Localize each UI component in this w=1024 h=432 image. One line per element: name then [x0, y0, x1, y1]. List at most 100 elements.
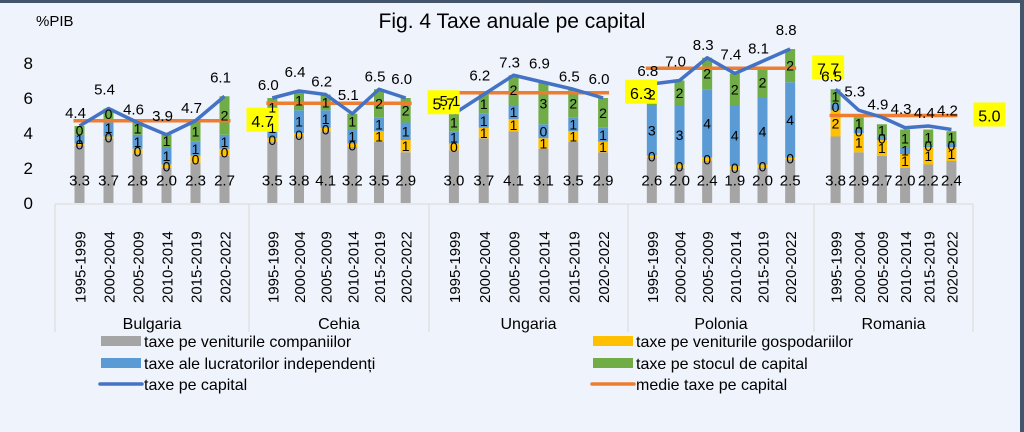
mean-label-box — [812, 55, 845, 80]
bar-companii — [946, 161, 957, 203]
segment-label: 1 — [480, 113, 488, 129]
segment-label: 1 — [569, 129, 577, 145]
bar-stoc — [946, 131, 957, 144]
segment-label: 1 — [832, 88, 840, 104]
segment-label: 0 — [878, 130, 886, 146]
bar-independenti — [538, 124, 549, 139]
legend-label: taxe pe veniturile companiilor — [144, 334, 352, 351]
x-tick-label: 2005-2009 — [507, 231, 524, 303]
segment-label: 1 — [402, 138, 410, 154]
bar-companii — [320, 131, 331, 203]
segment-label: 1 — [76, 131, 84, 147]
bar-companii — [538, 148, 549, 203]
segment-label: 2.2 — [918, 173, 939, 190]
total-label: 5.1 — [439, 93, 460, 110]
segment-label: 2.4 — [697, 173, 718, 190]
total-label: 6.5 — [821, 68, 842, 85]
bar-stoc — [674, 80, 685, 105]
segment-label: 2 — [786, 58, 794, 74]
bar-independenti — [347, 129, 358, 144]
bar-gospodarii — [946, 147, 957, 161]
segment-label: 0 — [703, 151, 711, 167]
bar-gospodarii — [508, 119, 519, 132]
total-label: 6.2 — [469, 68, 490, 85]
x-tick-label: 2000-2004 — [852, 231, 869, 303]
total-line — [651, 47, 791, 86]
bar-independenti — [757, 98, 768, 165]
segment-label: 2 — [375, 95, 383, 111]
x-tick-label: 2020-2022 — [783, 231, 800, 303]
segment-label: 2.0 — [669, 173, 690, 190]
bar-companii — [923, 164, 934, 203]
bar-gospodarii — [538, 138, 549, 149]
total-label: 6.5 — [559, 68, 580, 85]
bar-stoc — [785, 49, 796, 83]
total-label: 6.0 — [589, 71, 610, 88]
bar-gospodarii — [646, 155, 657, 158]
segment-label: 2.7 — [214, 173, 235, 190]
bar-gospodarii — [448, 143, 459, 151]
y-tick-label: 6 — [24, 89, 33, 108]
bar-gospodarii — [674, 164, 685, 168]
segment-label: 3.7 — [473, 173, 494, 190]
segment-label: 0 — [322, 122, 330, 138]
bar-stoc — [729, 73, 740, 105]
segment-label: 1.9 — [724, 173, 745, 190]
total-line — [452, 73, 604, 116]
segment-label: 1 — [480, 96, 488, 112]
segment-label: 1 — [295, 114, 303, 130]
bar-independenti — [320, 110, 331, 128]
total-label: 4.3 — [891, 101, 912, 118]
segment-label: 1 — [163, 148, 171, 164]
segment-label: 2.0 — [752, 173, 773, 190]
segment-label: 0 — [855, 123, 863, 139]
bar-independenti — [674, 105, 685, 165]
segment-label: 2.3 — [185, 173, 206, 190]
x-tick-label: 2015-2019 — [189, 231, 206, 303]
bar-stoc — [757, 66, 768, 98]
segment-label: 3.1 — [533, 173, 554, 190]
segment-label: 2.7 — [871, 173, 892, 190]
bar-gospodarii — [320, 127, 331, 132]
segment-label: 1 — [540, 136, 548, 152]
bar-independenti — [103, 119, 114, 137]
segment-label: 1 — [510, 117, 518, 133]
bar-independenti — [400, 122, 411, 140]
x-tick-label: 2000-2004 — [292, 231, 309, 303]
bar-independenti — [853, 129, 864, 133]
legend-label: taxe pe veniturile gospodariilor — [636, 334, 854, 351]
total-line — [834, 87, 952, 132]
total-label: 5.4 — [94, 82, 115, 99]
bar-gospodarii — [400, 140, 411, 153]
segment-label: 0 — [924, 138, 932, 154]
bar-companii — [900, 168, 911, 203]
y-tick-label: 2 — [24, 159, 33, 178]
segment-label: 2 — [731, 81, 739, 97]
bar-independenti — [161, 147, 172, 165]
segment-label: 1 — [924, 129, 932, 145]
segment-label: 1 — [599, 127, 607, 143]
segment-label: 2 — [221, 108, 229, 124]
bar-companii — [294, 136, 304, 203]
bar-companii — [646, 157, 657, 203]
segment-label: 1 — [948, 129, 956, 145]
x-tick-label: 2010-2014 — [345, 231, 362, 303]
segment-label: 1 — [322, 111, 330, 127]
total-label: 3.9 — [152, 108, 173, 125]
segment-label: 3 — [648, 122, 656, 138]
segment-label: 4 — [731, 128, 739, 144]
country-label: Bulgaria — [123, 316, 182, 333]
bar-companii — [478, 138, 489, 203]
segment-label: 0 — [731, 160, 739, 176]
bar-companii — [190, 162, 201, 203]
total-label: 4.4 — [914, 105, 935, 122]
segment-label: 0 — [295, 127, 303, 143]
total-label: 8.8 — [776, 22, 797, 39]
bar-companii — [508, 131, 519, 203]
segment-label: 0 — [540, 123, 548, 139]
bar-companii — [598, 152, 609, 203]
segment-label: 2.5 — [780, 173, 801, 190]
segment-label: 1 — [268, 100, 276, 116]
x-tick-label: 1995-1999 — [265, 231, 282, 303]
